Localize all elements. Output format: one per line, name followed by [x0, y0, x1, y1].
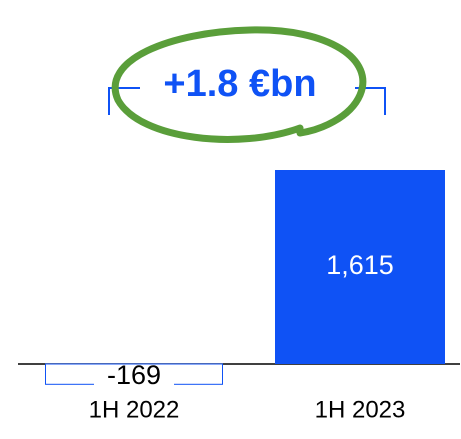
- highlight-circle: [111, 26, 367, 143]
- value-label: 1,615: [326, 250, 394, 280]
- label-background: [94, 365, 174, 390]
- x-tick-label: 1H 2022: [89, 396, 180, 423]
- annotation: +1.8 €bn: [163, 63, 316, 105]
- value-label: -169: [107, 360, 161, 390]
- x-tick-label: 1H 2023: [315, 396, 406, 423]
- bar: [275, 170, 445, 364]
